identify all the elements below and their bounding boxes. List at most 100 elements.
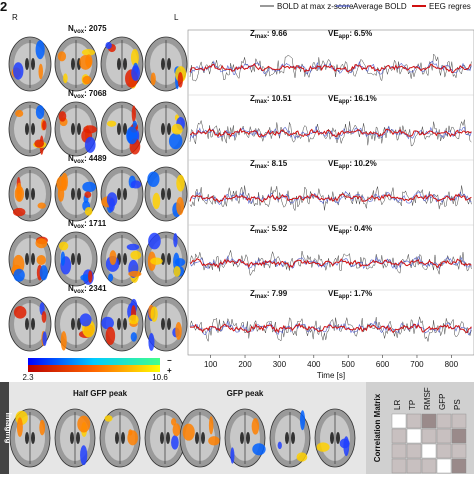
ventricle	[246, 432, 250, 444]
ventricle	[31, 58, 35, 70]
activation	[173, 265, 181, 277]
matrix-title: Correlation Matrix	[373, 393, 382, 462]
activation	[339, 438, 350, 449]
matrix-col-label: LR	[393, 400, 402, 410]
side-label: L	[174, 13, 179, 22]
activation	[63, 73, 68, 84]
matrix-cell	[451, 413, 467, 429]
time-series	[189, 193, 472, 203]
matrix-cell	[421, 443, 437, 459]
colorbar-sign: −	[167, 356, 172, 365]
ventricle	[117, 318, 121, 330]
matrix-col-label: GFP	[438, 394, 447, 410]
activation	[104, 415, 113, 422]
matrix-cell	[451, 458, 467, 474]
stat-label: VEapp: 6.5%	[328, 29, 372, 40]
activation	[38, 63, 44, 80]
activation	[150, 257, 163, 265]
activation	[61, 172, 68, 191]
matrix-col-label: TP	[408, 400, 417, 410]
ventricle	[123, 58, 127, 70]
activation	[60, 331, 67, 351]
ventricle	[166, 432, 170, 444]
x-tick-label: 600	[376, 360, 390, 369]
stat-label: Zmax: 10.51	[250, 94, 292, 105]
ventricle	[77, 253, 81, 265]
activation	[109, 250, 117, 266]
activation	[80, 445, 88, 466]
ventricle	[167, 123, 171, 135]
activation	[177, 72, 183, 88]
activation	[182, 423, 195, 441]
ventricle	[117, 123, 121, 135]
activation	[105, 41, 112, 50]
activation	[82, 75, 92, 85]
x-tick-label: 300	[273, 360, 287, 369]
ventricle	[25, 58, 29, 70]
x-tick-label: 200	[238, 360, 252, 369]
ventricle	[336, 432, 340, 444]
activation	[39, 265, 48, 281]
activation	[173, 233, 178, 248]
ventricle	[285, 432, 289, 444]
matrix-cell	[406, 428, 422, 444]
activation	[147, 171, 160, 188]
ventricle	[31, 318, 35, 330]
colorbar-positive	[28, 365, 160, 372]
activation	[208, 416, 214, 435]
ventricle	[25, 253, 29, 265]
activation	[131, 65, 141, 81]
activation	[176, 174, 185, 192]
activation	[172, 423, 181, 437]
activation	[42, 331, 47, 346]
time-series	[189, 322, 472, 334]
ventricle	[330, 432, 334, 444]
time-series	[189, 249, 472, 277]
x-tick-label: 800	[445, 360, 459, 369]
matrix-cell	[391, 428, 407, 444]
activation	[126, 243, 140, 251]
ventricle	[71, 318, 75, 330]
stat-label: VEapp: 16.1%	[328, 94, 377, 105]
activation	[37, 202, 46, 209]
activation	[58, 111, 67, 122]
ventricle	[71, 188, 75, 200]
activation	[171, 123, 183, 135]
activation	[168, 132, 183, 150]
activation	[126, 126, 138, 145]
ventricle	[195, 432, 199, 444]
activation	[277, 441, 282, 450]
ventricle	[25, 123, 29, 135]
activation	[105, 326, 116, 346]
activation	[60, 251, 66, 266]
activation	[316, 442, 330, 452]
stat-label: Zmax: 9.66	[250, 29, 288, 40]
colorbar-sign: +	[167, 366, 172, 375]
activation	[132, 120, 137, 128]
matrix-col-label: RMSF	[423, 387, 432, 410]
colorbar-negative	[28, 358, 160, 365]
activation	[130, 332, 137, 342]
activation	[39, 419, 46, 436]
legend-label: Average BOLD	[353, 2, 407, 11]
activation	[108, 273, 114, 282]
ventricle	[25, 432, 29, 444]
stat-label: Nvox: 2075	[68, 24, 107, 35]
activation	[128, 270, 142, 277]
activation	[42, 120, 47, 131]
activation	[83, 125, 97, 134]
time-series	[189, 63, 472, 74]
ventricle	[123, 188, 127, 200]
ventricle	[31, 123, 35, 135]
side-strip	[0, 382, 9, 474]
activation	[152, 192, 161, 210]
activation	[80, 274, 91, 282]
time-series	[189, 257, 472, 269]
activation	[128, 429, 133, 436]
matrix-cell	[436, 443, 452, 459]
activation	[150, 72, 156, 86]
ventricle	[201, 432, 205, 444]
ventricle	[31, 188, 35, 200]
ventricle	[71, 253, 75, 265]
